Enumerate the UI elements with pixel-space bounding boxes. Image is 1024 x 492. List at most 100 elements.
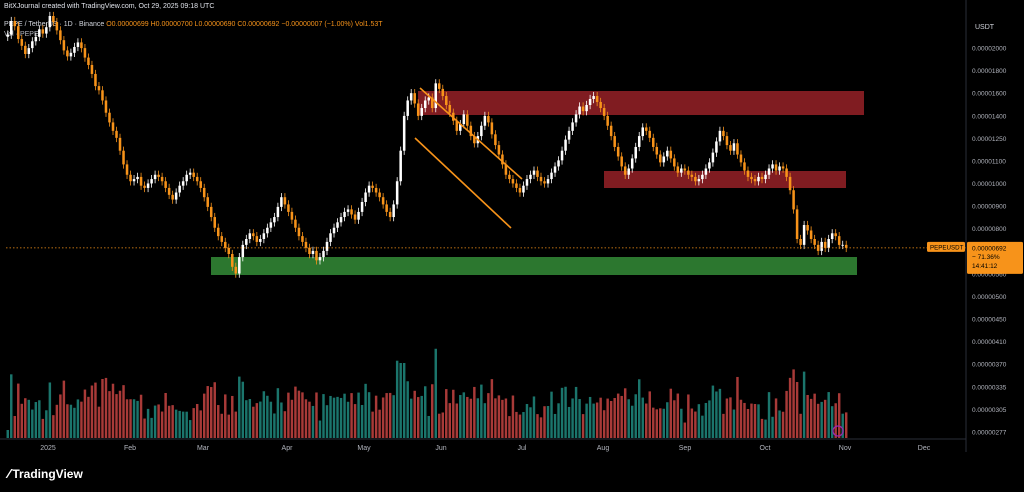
candle-body (332, 227, 336, 234)
volume-bar (494, 398, 497, 438)
volume-bar (360, 405, 364, 438)
volume-bar (518, 414, 522, 438)
candle-body (490, 122, 494, 135)
candle-body (750, 176, 753, 180)
price-tick-label: 0.00000500 (972, 294, 1007, 301)
volume-bar (732, 409, 736, 438)
volume-bar (778, 410, 781, 438)
candle-body (104, 100, 108, 113)
candle-body (666, 150, 669, 157)
volume-bar (139, 394, 143, 438)
volume-bar (739, 399, 743, 438)
volume-bar (781, 411, 785, 438)
volume-bar (31, 409, 34, 438)
candle-body (616, 146, 620, 157)
candle-body (659, 154, 662, 163)
time-tick-label: Apr (282, 445, 294, 452)
candle-body (539, 176, 543, 182)
candle-body (367, 185, 371, 193)
volume-bar (83, 389, 87, 438)
candle-body (350, 209, 353, 215)
volume-bar (837, 393, 841, 438)
channel-layer (6, 87, 966, 249)
price-tick-label: 0.00000800 (972, 226, 1007, 233)
candle-body (238, 257, 241, 274)
volume-bar (234, 411, 238, 438)
candle-body (785, 168, 788, 177)
price-axis-currency: USDT (975, 24, 995, 31)
volume-bar (266, 395, 269, 438)
candle-body (571, 122, 574, 131)
volume-bar (620, 395, 623, 438)
candle-body (767, 168, 771, 175)
candle-body (690, 174, 694, 177)
volume-bar (820, 401, 823, 438)
candle-body (459, 124, 462, 131)
candle-body (799, 239, 802, 245)
volume-bar (529, 407, 532, 438)
candle-body (97, 86, 101, 91)
candle-body (609, 125, 613, 137)
candle-body (17, 26, 20, 40)
support-zone (211, 257, 857, 275)
candle-body (725, 136, 729, 146)
candle-body (195, 176, 199, 182)
candle-body (262, 233, 266, 240)
volume-bar (599, 397, 602, 438)
volume-bar (73, 407, 76, 438)
candle-body (501, 154, 504, 165)
candle-body (813, 239, 816, 245)
time-tick-label: Dec (918, 445, 931, 452)
candle-body (392, 204, 395, 218)
candle-body (809, 230, 813, 240)
volume-bar (143, 418, 146, 438)
candle-body (399, 150, 402, 182)
candle-body (413, 93, 416, 104)
volume-bar (388, 392, 392, 438)
candle-body (715, 141, 718, 153)
volume-bar (701, 415, 704, 438)
candle-body (802, 225, 806, 245)
candle-body (227, 247, 231, 254)
candle-body (774, 164, 778, 171)
volume-bar (153, 405, 157, 438)
price-tick-label: 0.00000305 (972, 407, 1007, 414)
volume-bar (736, 376, 739, 438)
candle-body (216, 227, 220, 237)
candle-body (697, 179, 701, 182)
tradingview-logo[interactable]: ⁄⁄ TradingView (8, 466, 83, 481)
candle-body (511, 179, 515, 184)
volume-bar (76, 399, 80, 438)
candle-body (139, 176, 143, 186)
volume-bar (676, 393, 680, 438)
volume-bar (325, 405, 329, 438)
candle-body (34, 36, 38, 42)
volume-bar (515, 411, 518, 438)
volume-bar (438, 413, 441, 438)
candle-body (143, 185, 146, 188)
volume-bar (164, 393, 167, 438)
volume-bar (20, 403, 24, 438)
candle-body (192, 172, 195, 177)
volume-bar (48, 382, 52, 438)
candle-body (722, 130, 725, 137)
candle-body (462, 114, 466, 125)
volume-bar (487, 393, 490, 438)
volume-bar (13, 416, 16, 438)
volume-bar (290, 399, 294, 438)
volume-bar (350, 393, 353, 438)
candle-body (581, 106, 585, 112)
volume-bar (546, 406, 550, 438)
candle-body (6, 34, 10, 37)
candle-body (59, 30, 62, 41)
candle-body (627, 168, 630, 175)
candle-body (164, 181, 167, 188)
volume-title[interactable]: Vol · PEPE (4, 31, 39, 38)
candle-body (108, 112, 111, 123)
volume-bar (799, 413, 802, 438)
symbol-title[interactable]: PEPE / TetherUS · 1D · Binance (4, 21, 105, 28)
volume-bar (623, 388, 627, 438)
volume-bar (627, 399, 630, 438)
volume-bar (59, 394, 62, 438)
